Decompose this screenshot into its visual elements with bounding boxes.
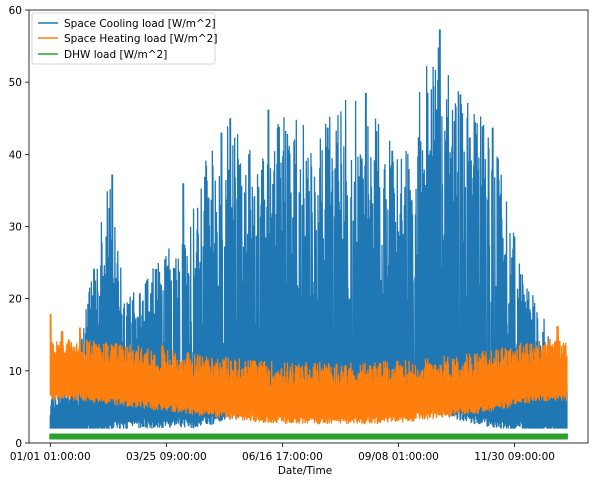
series-line-dhw bbox=[49, 433, 568, 440]
x-axis-label: Date/Time bbox=[278, 465, 332, 477]
x-tick-label: 06/16 17:00:00 bbox=[242, 451, 323, 463]
x-axis: 01/01 01:00:00 03/25 09:00:00 06/16 17:00:… bbox=[10, 443, 555, 463]
y-tick-label: 60 bbox=[9, 5, 22, 17]
legend-label-heating: Space Heating load [W/m^2] bbox=[64, 33, 217, 45]
x-tick-label: 11/30 09:00:00 bbox=[474, 451, 555, 463]
legend: Space Cooling load [W/m^2] Space Heating… bbox=[31, 12, 217, 65]
y-tick-label: 0 bbox=[15, 438, 22, 450]
y-tick-label: 20 bbox=[9, 294, 22, 306]
y-tick-label: 30 bbox=[9, 222, 22, 234]
legend-label-dhw: DHW load [W/m^2] bbox=[64, 49, 167, 61]
x-tick-label: 03/25 09:00:00 bbox=[126, 451, 207, 463]
y-axis: 0 10 20 30 40 50 60 bbox=[9, 5, 29, 450]
series-layer bbox=[49, 29, 568, 440]
legend-box bbox=[31, 12, 216, 65]
y-tick-label: 50 bbox=[9, 77, 22, 89]
x-tick-label: 09/08 01:00:00 bbox=[358, 451, 439, 463]
y-tick-label: 10 bbox=[9, 366, 22, 378]
y-tick-label: 40 bbox=[9, 149, 22, 161]
legend-label-cooling: Space Cooling load [W/m^2] bbox=[64, 18, 216, 30]
x-tick-label: 01/01 01:00:00 bbox=[10, 451, 91, 463]
series-line-heating bbox=[49, 313, 568, 425]
